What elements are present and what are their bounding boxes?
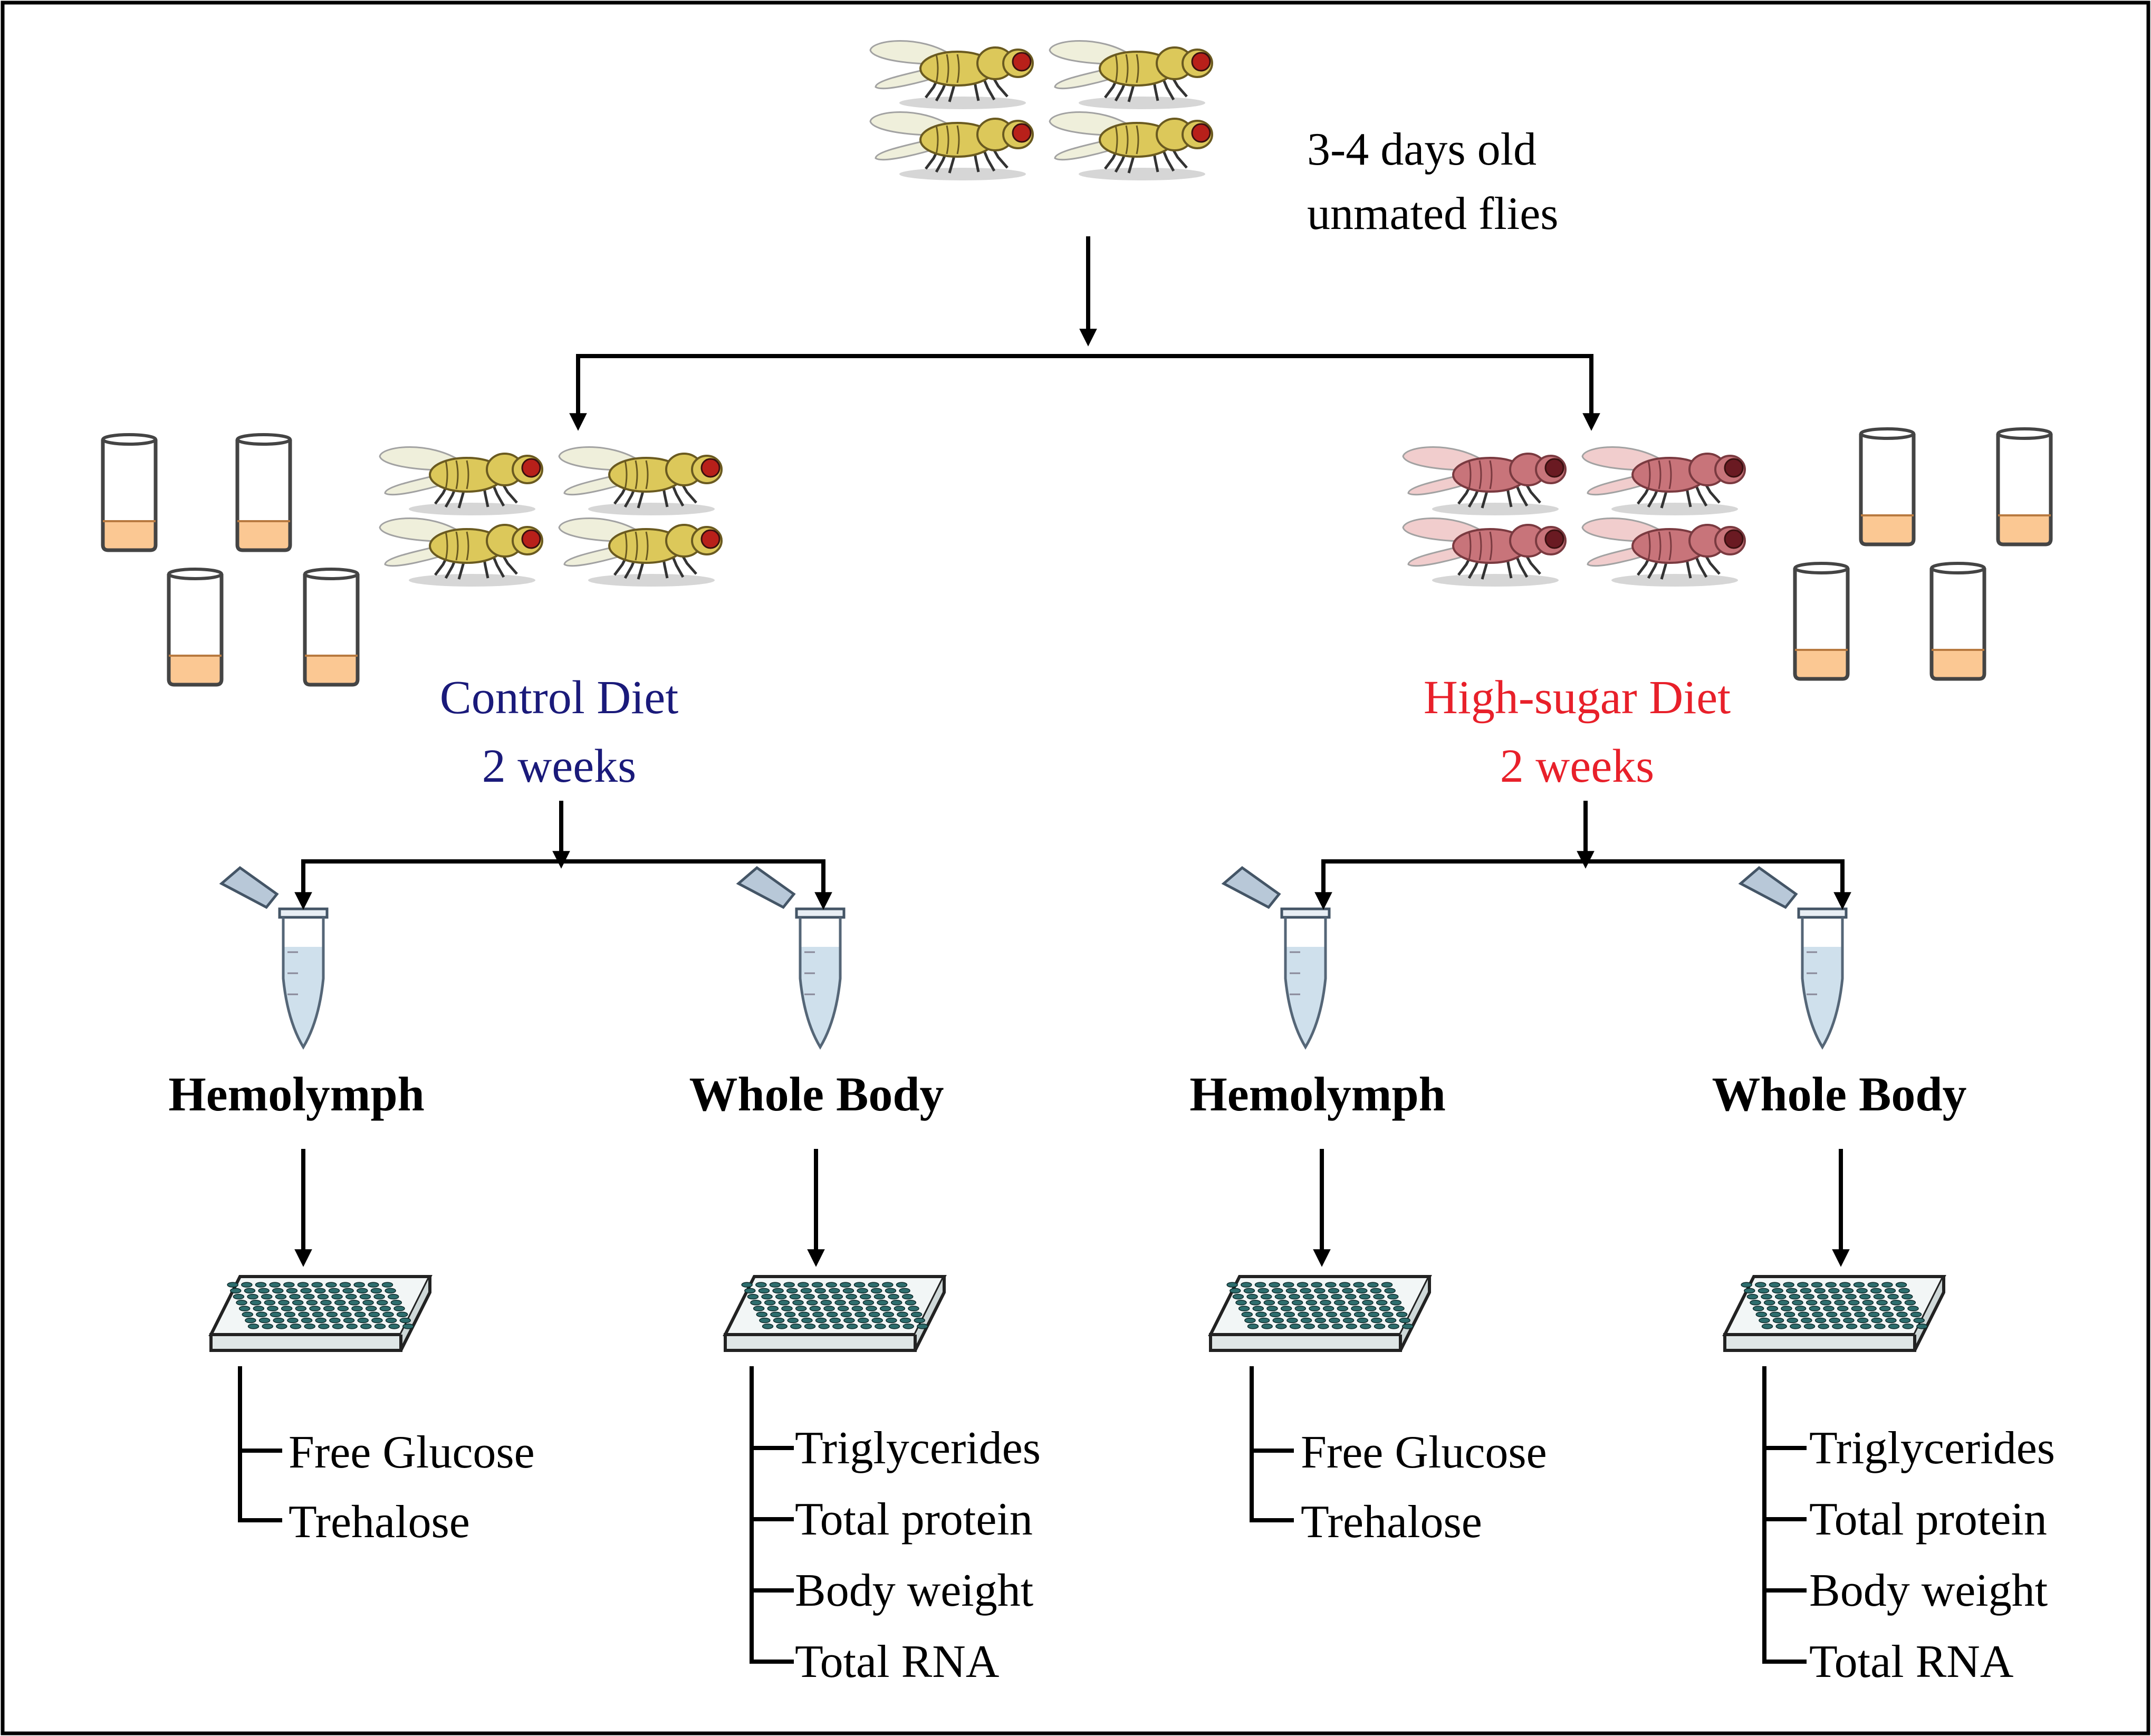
high-sugar-vial-2 [1996,427,2053,546]
high-sugar-flies-fly-4 [1581,517,1746,587]
control-vial-3 [167,568,224,687]
branch-high-sugar-samples [1314,859,1851,910]
header-line-2: unmated flies [1307,188,1559,239]
control-whole-body-assay-3: Body weight [795,1565,1034,1616]
high-sugar-hemolymph-title: Hemolymph [1189,1067,1446,1121]
control-vial-1 [101,433,158,552]
control-flies-fly-3 [379,517,543,587]
control-flies-fly-1 [379,446,543,515]
high-sugar-whole-body-title: Whole Body [1712,1067,1967,1121]
control-duration-label: 2 weeks [482,740,637,792]
control-flies-fly-2 [558,446,723,515]
high-sugar-flies-fly-3 [1402,517,1567,587]
high-sugar-flies-fly-1 [1402,446,1567,515]
high-sugar-whole-body-assay-1: Triglycerides [1809,1423,2056,1474]
control-hemolymph-assay-2: Trehalose [289,1497,470,1548]
high-sugar-whole-body-assay-3: Body weight [1809,1565,2048,1616]
control-hemolymph-assay-1: Free Glucose [289,1427,535,1478]
high-sugar-hemolymph-bracket [1250,1366,1294,1522]
control-hemolymph-bracket [238,1366,282,1522]
control-whole-body-assay-1: Triglycerides [795,1423,1041,1474]
control-vial-2 [235,433,292,552]
high-sugar-hemolymph-plate [1208,1275,1432,1352]
high-sugar-hemolymph-tube [1221,866,1331,1050]
source-flies-fly-2 [1049,40,1213,109]
control-whole-body-bracket [750,1366,794,1664]
header-line-1: 3-4 days old [1307,124,1537,175]
high-sugar-whole-body-assay-4: Total RNA [1809,1636,2014,1687]
branch-control-samples [294,859,832,910]
high-sugar-vial-1 [1859,427,1916,546]
source-flies-fly-1 [869,40,1034,109]
control-whole-body-assay-2: Total protein [795,1494,1033,1545]
branch-diet [569,354,1600,431]
high-sugar-whole-body-bracket [1762,1366,1807,1664]
high-sugar-vial-3 [1793,562,1850,681]
control-hemolymph-plate [208,1275,433,1352]
control-whole-body-title: Whole Body [689,1067,944,1121]
control-hemolymph-tube [219,866,329,1050]
high-sugar-whole-body-plate [1722,1275,1946,1352]
control-diet-label: Control Diet [439,672,679,724]
control-whole-body-assay-4: Total RNA [795,1636,1000,1687]
control-whole-body-tube [736,866,846,1050]
control-vial-4 [303,568,360,687]
control-flies-fly-4 [558,517,723,587]
high-sugar-hemolymph-assay-1: Free Glucose [1301,1427,1547,1478]
source-flies-fly-3 [869,111,1034,180]
high-sugar-hemolymph-assay-2: Trehalose [1301,1497,1482,1548]
high-sugar-whole-body-tube [1738,866,1848,1050]
high-sugar-whole-body-assay-2: Total protein [1809,1494,2047,1545]
high-sugar-duration-label: 2 weeks [1500,740,1655,792]
high-sugar-flies-fly-2 [1581,446,1746,515]
source-flies-fly-4 [1049,111,1213,180]
high-sugar-vial-4 [1929,562,1986,681]
control-hemolymph-title: Hemolymph [168,1067,425,1121]
high-sugar-diet-label: High-sugar Diet [1423,672,1731,724]
control-whole-body-plate [723,1275,947,1352]
